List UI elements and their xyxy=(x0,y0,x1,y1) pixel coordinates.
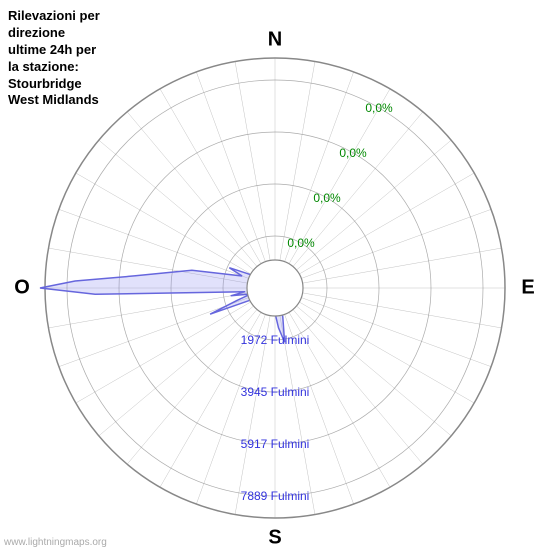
ring-label-bottom: 3945 Fulmini xyxy=(241,385,310,399)
cardinal-label: E xyxy=(521,276,534,298)
ring-label-top: 0,0% xyxy=(287,236,315,250)
ring-label-bottom: 5917 Fulmini xyxy=(241,437,310,451)
ring-label-bottom: 7889 Fulmini xyxy=(241,489,310,503)
cardinal-label: O xyxy=(14,276,30,298)
ring-label-top: 0,0% xyxy=(365,101,393,115)
cardinal-label: S xyxy=(268,526,281,548)
cardinal-label: N xyxy=(268,28,282,50)
ring-label-top: 0,0% xyxy=(339,146,367,160)
ring-label-bottom: 1972 Fulmini xyxy=(241,333,310,347)
attribution-text: www.lightningmaps.org xyxy=(4,537,107,548)
polar-chart: 0,0% 1972 Fulmini 0,0% 3945 Fulmini 0,0% 5917… xyxy=(0,0,550,550)
ring-label-top: 0,0% xyxy=(313,191,341,205)
